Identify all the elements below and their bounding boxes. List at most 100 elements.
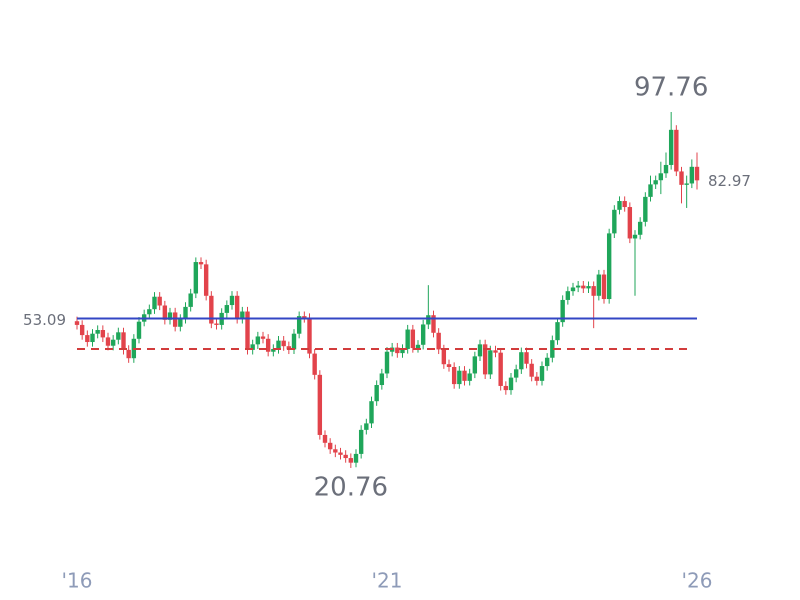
- candle-body: [265, 338, 271, 352]
- candle-body: [627, 207, 633, 239]
- candle-body: [622, 201, 627, 208]
- candle-body: [426, 315, 431, 325]
- candle-body: [79, 324, 85, 336]
- candle-body: [668, 129, 674, 165]
- candle-body: [358, 429, 364, 454]
- candle-body: [658, 173, 664, 181]
- candle-body: [322, 434, 328, 443]
- candle-body: [431, 315, 436, 333]
- x-tick-label: '26: [682, 569, 713, 593]
- candle-body: [234, 295, 240, 319]
- candle-body: [436, 332, 441, 350]
- candle-body: [550, 340, 555, 358]
- candle-body: [529, 363, 534, 377]
- candle-body: [694, 166, 700, 181]
- candle-body: [276, 340, 281, 349]
- candle-body: [369, 401, 374, 424]
- candle-body: [188, 293, 193, 307]
- candle-body: [183, 306, 188, 319]
- candle-body: [85, 335, 90, 343]
- candle-body: [286, 346, 292, 350]
- candle-body: [364, 423, 369, 430]
- candle-body: [674, 129, 679, 172]
- candle-body: [281, 340, 286, 347]
- candle-body: [95, 330, 100, 334]
- candle-body: [224, 305, 230, 313]
- candle-body: [74, 321, 80, 325]
- candle-body: [214, 323, 219, 325]
- candle-body: [606, 233, 612, 300]
- candle-body: [126, 349, 131, 359]
- candle-body: [353, 453, 359, 463]
- candle-body: [209, 295, 214, 324]
- candle-body: [178, 318, 183, 327]
- candle-body: [121, 332, 126, 350]
- candle-body: [157, 296, 162, 306]
- candle-body: [198, 262, 204, 265]
- candle-body: [271, 348, 276, 352]
- candle-body: [544, 357, 550, 367]
- candle-body: [591, 286, 596, 296]
- candle-body: [508, 377, 514, 391]
- candle-body: [689, 166, 695, 184]
- candle-body: [534, 376, 540, 381]
- x-tick-label: '21: [372, 569, 403, 593]
- candle-body: [400, 348, 405, 354]
- candle-body: [90, 333, 95, 343]
- candle-body: [255, 336, 261, 345]
- candle-body: [147, 309, 152, 315]
- candle-body: [291, 333, 297, 350]
- candle-body: [333, 449, 338, 453]
- candle-body: [586, 286, 591, 289]
- max-label: 97.76: [634, 72, 708, 102]
- candle-body: [653, 180, 658, 185]
- candle-body: [410, 329, 416, 349]
- candle-body: [343, 454, 348, 459]
- candle-body: [555, 322, 560, 341]
- candle-body: [477, 344, 483, 357]
- candle-body: [441, 349, 447, 365]
- candle-body: [457, 370, 462, 385]
- candle-body: [193, 262, 199, 294]
- candle-body: [374, 385, 379, 402]
- candle-body: [105, 337, 111, 346]
- candle-body: [684, 183, 689, 185]
- candle-body: [203, 264, 209, 296]
- candle-body: [307, 317, 312, 354]
- candle-body: [317, 374, 323, 435]
- candle-body: [493, 350, 498, 353]
- x-tick-label: '16: [62, 569, 93, 593]
- candle-body: [312, 353, 317, 375]
- candle-body: [612, 209, 617, 234]
- candle-body: [539, 366, 545, 381]
- last-label: 82.97: [708, 172, 751, 190]
- candle-body: [575, 285, 581, 288]
- candle-body: [451, 366, 457, 385]
- candle-body: [415, 344, 421, 349]
- candle-body: [581, 285, 586, 289]
- candle-body: [446, 364, 452, 367]
- candle-body: [663, 164, 669, 174]
- candle-body: [162, 305, 168, 320]
- candle-body: [524, 352, 529, 364]
- candle-body: [596, 274, 602, 296]
- candle-body: [488, 350, 493, 375]
- candle-body: [405, 329, 410, 349]
- candle-body: [420, 324, 426, 345]
- candle-body: [250, 344, 255, 350]
- candle-body: [632, 234, 638, 239]
- candle-body: [327, 442, 333, 450]
- candle-body: [503, 385, 509, 391]
- candle-body: [338, 452, 343, 455]
- candle-body: [513, 369, 519, 378]
- candle-body: [302, 316, 307, 318]
- candle-body: [498, 352, 503, 386]
- candle-body: [152, 296, 157, 310]
- candle-body: [110, 339, 116, 346]
- candle-body: [467, 373, 472, 381]
- candle-body: [245, 311, 250, 350]
- candle-body: [648, 184, 653, 197]
- candle-body: [570, 287, 576, 292]
- candle-body: [462, 370, 467, 381]
